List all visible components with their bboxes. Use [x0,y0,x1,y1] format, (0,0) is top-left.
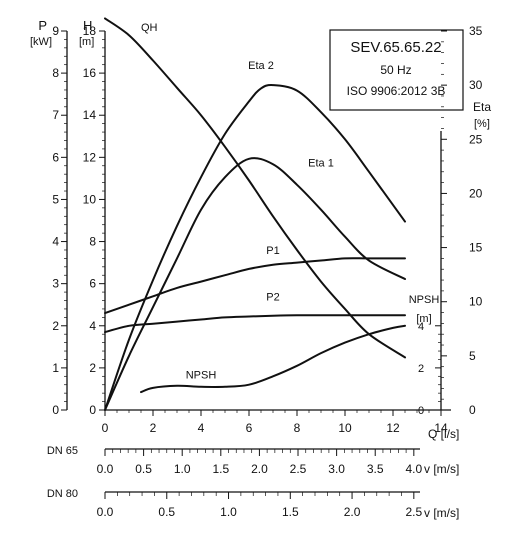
npsh-axis-tick-label: 2 [418,363,424,375]
p-axis-tick-label: 2 [52,319,59,333]
label-npsh: NPSH [186,369,217,381]
dn65-scale-tick-label: 2.0 [251,462,268,476]
npsh-axis-unit: [m] [416,313,431,325]
h-axis-tick-label: 12 [83,150,97,164]
h-axis-tick-label: 10 [83,192,97,206]
eta-axis-tick-label: 10 [469,295,483,309]
curve-eta-2 [104,84,406,411]
dn80-unit: v [m/s] [424,506,459,520]
h-axis-tick-label: 4 [89,319,96,333]
label-eta-1: Eta 1 [308,157,334,169]
label-p2: P2 [266,292,279,304]
dn65-scale-tick-label: 3.5 [367,462,384,476]
curve-npsh [140,324,406,394]
dn80-scale-tick-label: 1.0 [220,505,237,519]
dn80-scale-tick-label: 0.5 [158,505,175,519]
info-model: SEV.65.65.22 [350,39,441,56]
dn65-scale-tick-label: 1.5 [212,462,229,476]
h-axis-unit: [m] [79,36,94,48]
dn80-scale-tick-label: 0.0 [97,505,114,519]
eta-axis-tick-label: 5 [469,349,476,363]
dn65-unit: v [m/s] [424,462,459,476]
q-axis-tick-label: 14 [434,421,448,435]
label-qh: QH [141,22,158,34]
info-standard: ISO 9906:2012 3B [347,84,446,98]
dn65-scale-tick-label: 0.5 [135,462,152,476]
p-axis-title: P [38,18,47,33]
dn80-scale-tick-label: 2.0 [344,505,361,519]
eta-axis-tick-label: 30 [469,78,483,92]
info-box [329,29,464,111]
h-axis-tick-label: 8 [89,235,96,249]
curve-eta-1 [104,157,406,411]
p-axis-tick-label: 3 [52,277,59,291]
dn65-label: DN 65 [47,445,78,457]
q-axis-tick-label: 12 [386,421,400,435]
dn80-label: DN 80 [47,488,78,500]
q-axis-tick-label: 4 [198,421,205,435]
h-axis-tick-label: 0 [89,403,96,417]
curves-group [104,17,406,411]
eta-axis-title: Eta [473,100,491,114]
h-axis-tick-label: 6 [89,277,96,291]
npsh-axis-title: NPSH [409,294,440,306]
q-axis-unit: Q [l/s] [428,427,459,441]
dn65-scale-tick-label: 1.0 [174,462,191,476]
label-p1: P1 [266,245,279,257]
curve-labels-group: QH Eta 2 Eta 1 P1 P2 NPSH [141,22,334,381]
eta-axis-tick-label: 35 [469,24,483,38]
h-axis-title: H [83,18,92,33]
h-axis-tick-label: 14 [83,108,97,122]
p-axis-tick-label: 1 [52,361,59,375]
h-axis-tick-label: 16 [83,66,97,80]
dn65-scale-tick-label: 0.0 [97,462,114,476]
h-axis-tick-label: 18 [83,24,97,38]
dn65-scale-tick-label: 2.5 [290,462,307,476]
eta-axis-tick-label: 0 [469,403,476,417]
q-axis-tick-label: 6 [246,421,253,435]
eta-axis-tick-label: 15 [469,241,483,255]
q-axis-tick-label: 2 [150,421,157,435]
curve-qh [104,17,406,359]
p-axis-tick-label: 6 [52,150,59,164]
curve-p2 [104,314,406,334]
p-axis-tick-label: 8 [52,66,59,80]
info-frequency: 50 Hz [380,63,411,77]
eta-axis-tick-label: 20 [469,186,483,200]
dn65-scale-tick-label: 3.0 [328,462,345,476]
h-axis-tick-label: 2 [89,361,96,375]
q-axis-tick-label: 10 [338,421,352,435]
eta-axis-tick-label: 25 [469,132,483,146]
p-axis-tick-label: 0 [52,403,59,417]
dn80-scale-tick-label: 2.5 [405,505,422,519]
npsh-axis-tick-label: 4 [418,321,424,333]
p-axis-tick-label: 7 [52,108,59,122]
label-eta-2: Eta 2 [248,60,274,72]
dn65-scale-tick-label: 4.0 [405,462,422,476]
curve-p1 [104,257,406,315]
q-axis-tick-label: 8 [294,421,301,435]
dn80-scale-tick-label: 1.5 [282,505,299,519]
p-axis-tick-label: 4 [52,235,59,249]
q-axis-tick-label: 0 [102,421,109,435]
eta-axis-unit: [%] [474,118,490,130]
npsh-axis-tick-label: 0 [418,405,424,417]
p-axis-unit: [kW] [30,36,52,48]
p-axis-tick-label: 5 [52,192,59,206]
p-axis-tick-label: 9 [52,24,59,38]
